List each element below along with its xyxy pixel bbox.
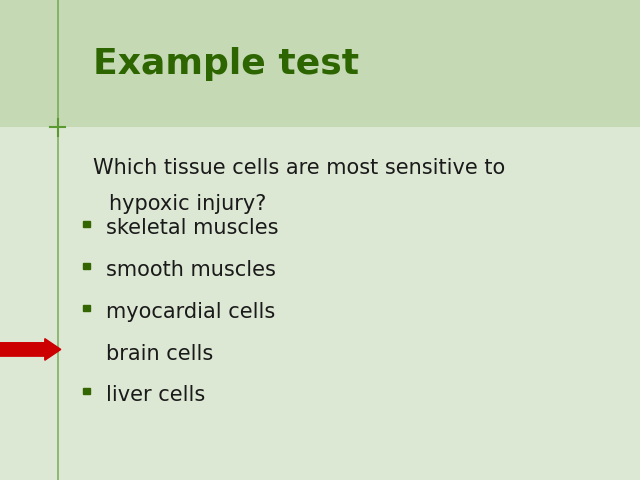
Text: smooth muscles: smooth muscles <box>106 260 275 280</box>
Bar <box>83 221 90 227</box>
Text: hypoxic injury?: hypoxic injury? <box>109 194 266 215</box>
Text: skeletal muscles: skeletal muscles <box>106 218 278 239</box>
FancyBboxPatch shape <box>0 0 640 127</box>
Text: liver cells: liver cells <box>106 385 205 406</box>
FancyArrow shape <box>0 339 61 360</box>
Bar <box>83 388 90 394</box>
Bar <box>83 263 90 269</box>
Text: Which tissue cells are most sensitive to: Which tissue cells are most sensitive to <box>93 158 505 179</box>
Bar <box>83 305 90 311</box>
Text: Example test: Example test <box>93 47 359 81</box>
Text: myocardial cells: myocardial cells <box>106 302 275 322</box>
Text: brain cells: brain cells <box>106 344 213 364</box>
